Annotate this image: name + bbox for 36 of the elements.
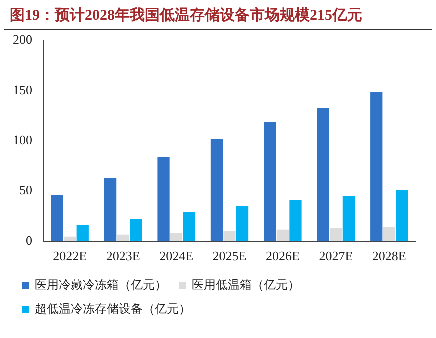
bar: [264, 122, 276, 242]
bar: [396, 190, 408, 242]
legend-label: 医用冷藏冷冻箱（亿元）: [35, 278, 167, 292]
x-tick-label: 2026E: [266, 248, 300, 264]
bar: [236, 206, 249, 242]
bar: [104, 178, 117, 242]
x-tick-label: 2023E: [106, 248, 140, 264]
bar: [158, 157, 170, 242]
x-tick-label: 2022E: [53, 248, 88, 264]
bar: [76, 225, 89, 242]
bar: [383, 227, 396, 242]
legend-label: 医用低温箱（亿元）: [192, 278, 300, 292]
bar: [317, 108, 330, 242]
x-tick-label: 2027E: [319, 248, 354, 264]
bar: [330, 228, 342, 242]
bar: [290, 200, 302, 242]
x-tick-label: 2025E: [212, 248, 247, 264]
y-tick-label: 100: [13, 132, 32, 148]
bar: [276, 230, 290, 242]
bar: [130, 219, 142, 242]
bar: [224, 231, 236, 242]
bar: [170, 233, 183, 242]
legend-label: 超低温冷冻存储设备（亿元）: [35, 302, 191, 316]
bar: [183, 212, 196, 242]
y-tick-label: 200: [13, 32, 32, 48]
bar: [51, 195, 64, 242]
y-tick-label: 150: [13, 82, 32, 98]
x-tick-label: 2024E: [160, 248, 194, 264]
bar: [370, 92, 383, 242]
chart-title: 图19：预计2028年我国低温存储设备市场规模215亿元: [4, 0, 432, 30]
bar: [210, 139, 224, 242]
y-tick-label: 0: [26, 232, 32, 248]
y-tick-label: 50: [20, 182, 32, 198]
x-tick-label: 2028E: [372, 248, 406, 264]
bar: [117, 234, 130, 242]
bar: [342, 196, 356, 242]
